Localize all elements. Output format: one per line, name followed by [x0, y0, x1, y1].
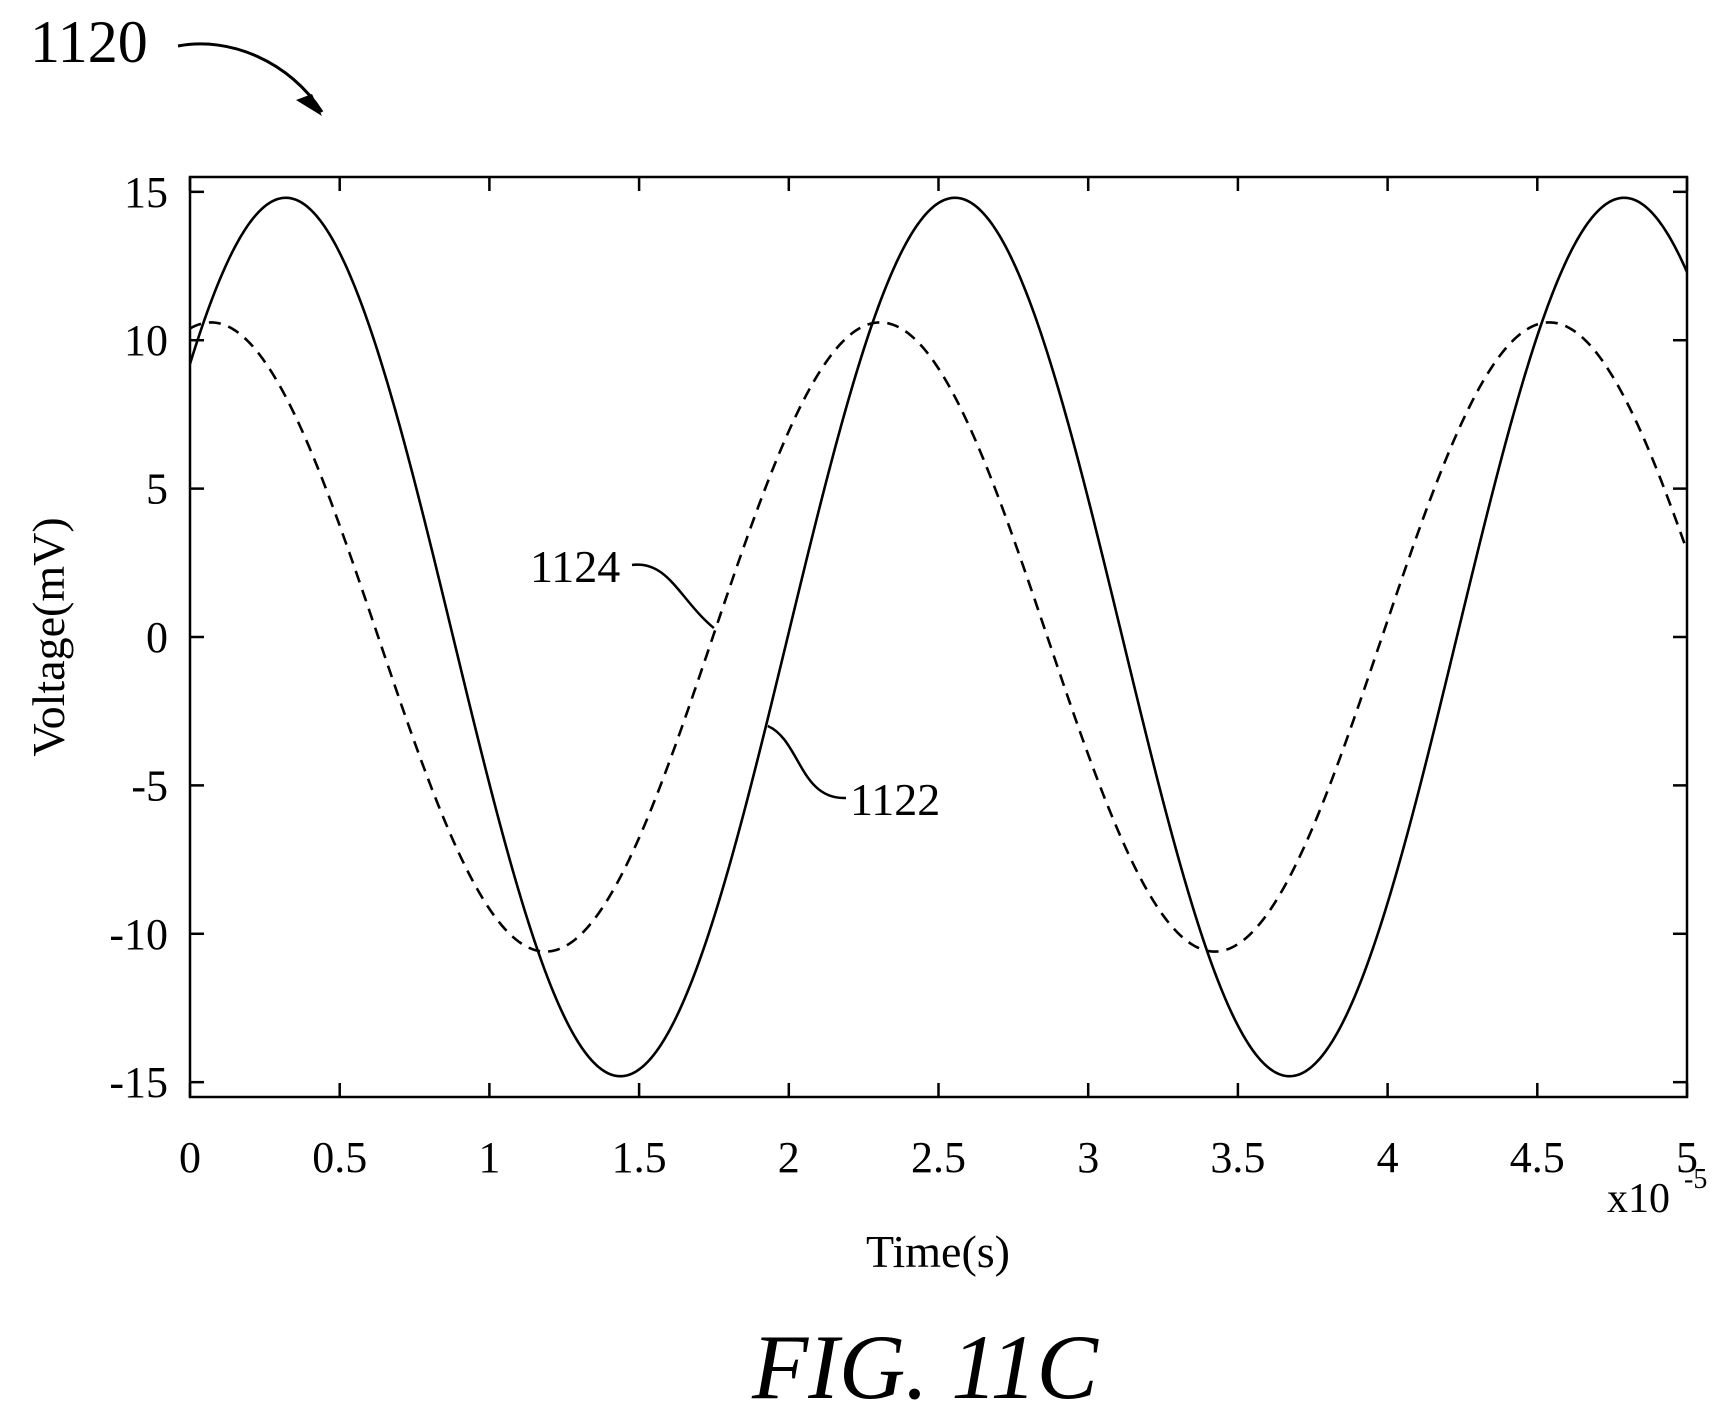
x-tick-label: 3: [1077, 1133, 1099, 1182]
x-tick-label: 0: [179, 1133, 201, 1182]
y-tick-label: 10: [124, 316, 168, 365]
y-tick-label: 15: [124, 168, 168, 217]
plot-frame: [188, 175, 1689, 1099]
x-tick-label: 1.5: [612, 1133, 667, 1182]
x-tick-label: 5: [1676, 1133, 1698, 1182]
y-tick-label: -5: [131, 761, 168, 810]
x-axis-ticks: 0 0.5 1 1.5 2 2.5 3 3.5 4 4.5 5: [179, 177, 1698, 1182]
y-tick-label: 0: [146, 613, 168, 662]
x-tick-label: 0.5: [312, 1133, 367, 1182]
figure-reference-numeral: 1120: [30, 9, 148, 75]
x-tick-label: 3.5: [1210, 1133, 1265, 1182]
series-line-1122: [188, 196, 1689, 1078]
y-tick-label: -15: [109, 1058, 168, 1107]
reference-arrowhead-icon: [296, 94, 322, 116]
leader-line-1124: [631, 563, 715, 630]
leader-line-1122: [767, 724, 847, 800]
series-label-1124: 1124: [530, 541, 620, 592]
x-axis-multiplier-exponent: -5: [1684, 1164, 1707, 1195]
y-tick-label: -10: [109, 910, 168, 959]
x-tick-label: 4: [1377, 1133, 1399, 1182]
series-line-1124: [189, 321, 1689, 953]
y-axis-label: Voltage(mV): [23, 517, 74, 756]
x-tick-label: 2: [778, 1133, 800, 1182]
x-axis-multiplier-base: x10: [1607, 1176, 1670, 1222]
figure-caption: FIG. 11C: [751, 1316, 1099, 1416]
series-label-1122: 1122: [850, 774, 940, 825]
x-axis-label: Time(s): [866, 1226, 1010, 1277]
y-tick-label: 5: [146, 465, 168, 514]
series-layer: [188, 196, 1689, 1078]
x-tick-label: 4.5: [1510, 1133, 1565, 1182]
x-tick-label: 1: [478, 1133, 500, 1182]
series-leader-lines: [631, 563, 847, 800]
x-tick-label: 2.5: [911, 1133, 966, 1182]
y-axis-ticks: 15 10 5 0 -5 -10 -15: [109, 168, 1687, 1107]
